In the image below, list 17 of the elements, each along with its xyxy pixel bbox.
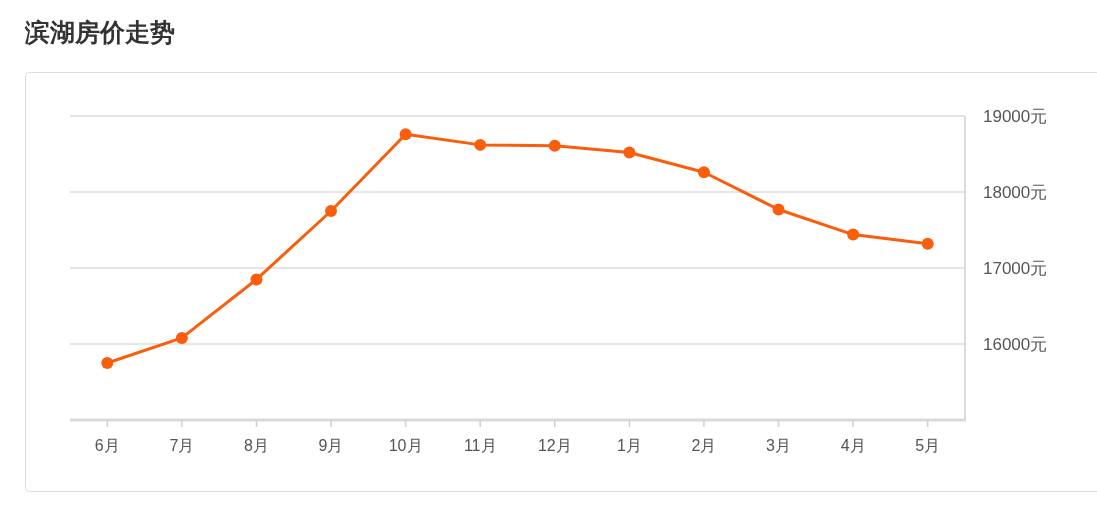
x-tick-label: 5月 [915, 437, 941, 454]
x-tick-label: 9月 [318, 437, 344, 454]
x-tick-label: 1月 [616, 437, 642, 454]
x-tick-label: 10月 [388, 437, 423, 454]
x-tick-label: 4月 [840, 437, 866, 454]
x-tick-label: 11月 [463, 437, 497, 454]
x-tick-label: 2月 [691, 437, 717, 454]
x-tick-label: 8月 [244, 437, 269, 454]
x-tick-label: 6月 [94, 437, 120, 454]
y-tick-label: 16000元 [983, 335, 1048, 354]
x-tick-label: 12月 [537, 437, 572, 454]
x-tick-label: 7月 [169, 437, 195, 454]
x-tick-label: 3月 [766, 437, 791, 454]
title: 滨湖房价走势 [25, 18, 175, 46]
y-tick-label: 18000元 [983, 183, 1048, 202]
y-tick-label: 17000元 [983, 259, 1048, 278]
y-tick-label: 19000元 [983, 107, 1048, 126]
